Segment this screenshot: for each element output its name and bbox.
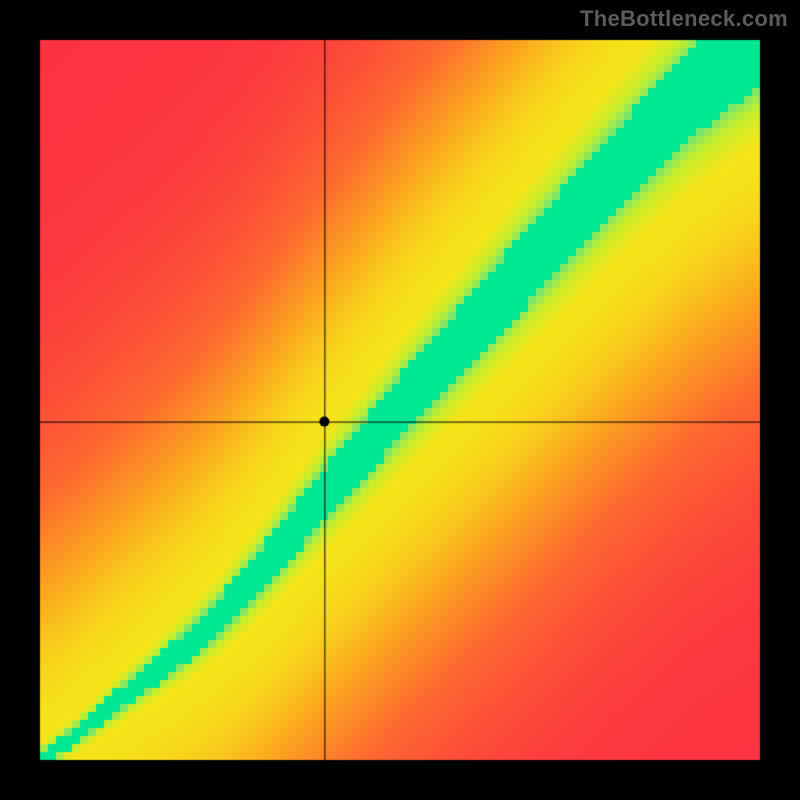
bottleneck-heatmap <box>0 0 800 800</box>
attribution-text: TheBottleneck.com <box>580 6 788 32</box>
